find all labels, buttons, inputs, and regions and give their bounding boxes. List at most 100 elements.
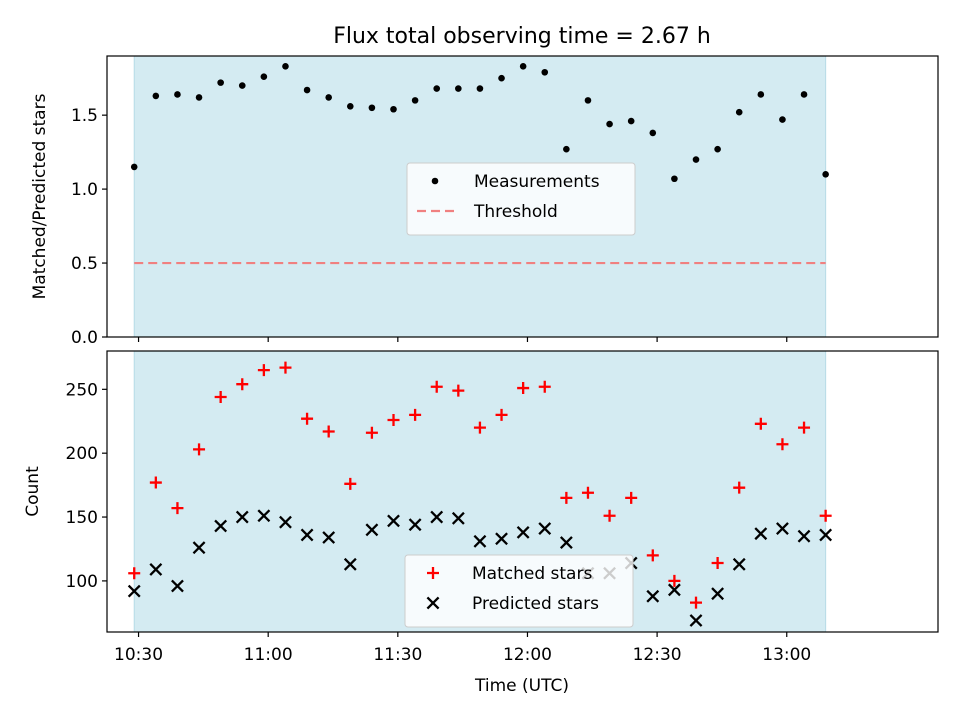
data-point-plus [711,557,724,570]
data-point-x [559,536,573,550]
data-point-dot [282,63,289,70]
axes-frame [106,350,939,633]
data-point-dot [195,94,203,101]
data-point-x [127,584,141,598]
y-axis-label: Matched/Predicted stars [30,93,50,299]
legend-swatch-plus [427,567,439,579]
data-point-x [667,583,681,597]
data-point-dot [325,94,332,101]
data-point-plus [279,361,292,374]
data-point-x [776,522,789,535]
y-tick-label: 250 [66,380,98,400]
data-point-dot [130,163,138,171]
data-point-plus [625,491,638,504]
data-point-dot [757,91,765,98]
data-point-dot [800,91,808,98]
data-point-plus [128,567,141,580]
data-point-dot [174,91,181,98]
legend-label: Matched stars [472,564,592,584]
x-tick-label: 12:30 [633,645,682,665]
y-tick-label: 100 [66,572,98,592]
data-point-plus [754,417,767,430]
data-point-plus [495,408,508,421]
data-point-plus [193,443,206,456]
legend: Measurements Threshold [406,162,636,236]
legend-swatch-dot [431,177,439,185]
data-point-dot [671,175,678,183]
data-point-x [257,509,271,523]
data-point-x [797,529,811,543]
data-point-plus [517,382,530,395]
legend-label: Measurements [474,172,600,192]
ratio-panel: 0.0 0.5 1.0 1.5 Matched/Predicted stars Measu… [30,55,939,348]
data-point-plus [798,421,811,434]
data-point-dot [260,73,268,81]
data-point-x [171,579,184,593]
data-point-x [689,614,703,627]
data-point-plus [236,378,249,391]
legend-label: Threshold [473,202,558,222]
data-point-plus [149,476,162,489]
data-point-dot [498,74,505,82]
data-point-plus [668,574,681,587]
data-point-x [300,528,314,542]
data-point-x [430,510,444,524]
data-point-plus [581,486,594,499]
legend-label: Predicted stars [472,594,599,614]
data-point-x [538,522,552,535]
data-point-x [149,563,163,576]
axes-frame [106,55,939,338]
x-tick-label: 11:00 [244,645,293,665]
data-point-dot [714,145,721,153]
x-tick-label: 10:30 [114,645,163,665]
data-point-x [754,527,768,541]
y-tick-label: 150 [66,508,98,528]
data-point-x [711,587,725,601]
data-point-dot [692,156,700,163]
legend-swatch-x [426,596,440,610]
data-point-dot [649,129,657,137]
chart-title: Flux total observing time = 2.67 h [333,24,711,49]
data-point-plus [387,413,400,426]
data-point-dot [584,97,592,104]
legend: Matched stars Predicted stars [404,554,634,628]
data-point-x [732,557,746,571]
data-point-dot [411,97,419,104]
data-point-plus [430,380,443,393]
data-point-plus [690,596,703,609]
data-point-x [819,528,833,542]
data-point-plus [344,477,357,490]
x-tick-label: 12:00 [503,645,552,665]
data-point-plus [214,390,227,403]
data-point-x [516,525,530,539]
data-point-dot [822,171,829,178]
data-point-plus [776,438,789,451]
y-tick-label: 0.0 [71,328,98,348]
data-point-x [343,557,357,571]
data-point-dot [390,105,397,113]
y-axis-label: Count [23,466,43,517]
data-point-dot [433,85,441,92]
y-tick-label: 1.5 [71,106,98,126]
data-point-dot [152,92,160,100]
x-tick-label: 11:30 [373,645,422,665]
data-point-x [495,532,508,546]
data-point-x [235,510,249,524]
count-panel: 100 150 200 250 10:30 11:00 11:30 12:00 12:30 13:… [23,350,939,665]
data-point-plus [560,491,573,504]
data-point-plus [365,426,378,439]
data-point-dot [303,86,311,94]
x-axis-label: Time (UTC) [474,676,569,696]
x-tick-label: 13:00 [762,645,811,665]
data-point-dot [238,82,246,89]
data-point-x [192,541,206,555]
data-point-x [473,534,487,548]
data-point-plus [473,421,486,434]
data-point-plus [301,412,314,425]
data-point-plus [603,509,616,522]
data-point-dot [606,120,613,128]
data-point-x [408,518,422,532]
y-tick-label: 200 [66,444,98,464]
data-point-plus [452,384,465,397]
